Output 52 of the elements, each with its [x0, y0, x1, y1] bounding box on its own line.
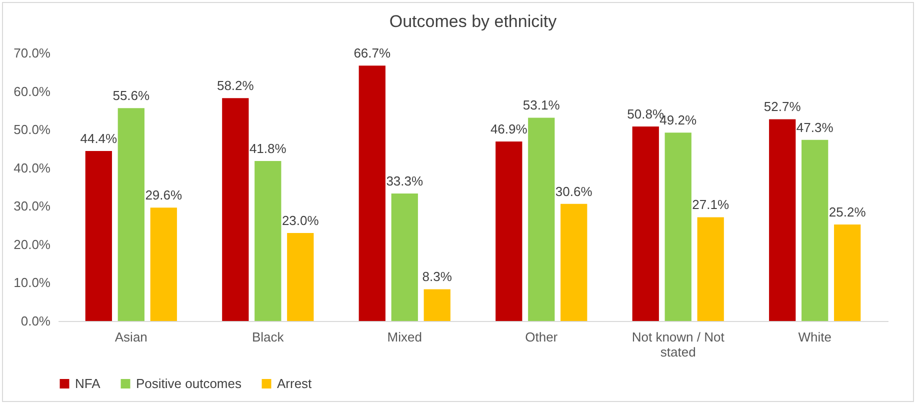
chart-title: Outcomes by ethnicity: [389, 12, 558, 31]
bar: [560, 204, 588, 321]
bar: [85, 151, 112, 321]
data-label: 47.3%: [796, 120, 834, 135]
data-label: 30.6%: [555, 184, 593, 199]
data-label: 8.3%: [422, 269, 452, 284]
data-label: 29.6%: [145, 188, 183, 203]
y-tick-label: 50.0%: [14, 122, 51, 138]
bar: [697, 217, 724, 321]
bar: [391, 194, 418, 321]
bar: [222, 98, 249, 321]
bar: [802, 140, 828, 321]
bar: [496, 141, 522, 321]
bar: [632, 126, 659, 321]
bar: [664, 132, 692, 321]
y-tick-label: 10.0%: [14, 275, 51, 290]
bar: [834, 224, 861, 321]
bar: [358, 66, 386, 321]
data-label: 44.4%: [80, 131, 118, 146]
bar: [150, 208, 177, 321]
y-tick-label: 30.0%: [14, 198, 51, 214]
data-label: 25.2%: [828, 204, 866, 220]
y-tick-label: 60.0%: [14, 84, 51, 99]
y-tick-label: 20.0%: [14, 236, 51, 252]
x-tick-label: White: [798, 330, 832, 344]
x-tick-label: Asian: [114, 330, 148, 344]
data-label: 41.8%: [249, 140, 287, 156]
data-label: 52.7%: [764, 99, 802, 114]
y-tick-label: 70.0%: [14, 46, 51, 60]
data-label: 33.3%: [386, 174, 424, 189]
data-label: 58.2%: [216, 78, 254, 94]
legend-label: Arrest: [277, 376, 312, 391]
y-tick-label: 40.0%: [14, 160, 51, 176]
legend-label: NFA: [75, 376, 101, 391]
bar: [769, 119, 796, 321]
bar: [254, 160, 282, 321]
data-label: 46.9%: [490, 121, 528, 136]
x-tick-label: Not known / Not stated: [632, 330, 725, 360]
bar: [424, 289, 450, 321]
bar: [118, 108, 144, 321]
data-label: 66.7%: [354, 46, 392, 61]
legend-label: Positive outcomes: [136, 376, 242, 391]
x-tick-label: Mixed: [387, 330, 422, 344]
data-label: 55.6%: [112, 88, 150, 104]
x-tick-label: Black: [252, 330, 284, 344]
bar: [528, 118, 555, 321]
y-tick-label: 0.0%: [20, 314, 51, 328]
data-label: 23.0%: [282, 212, 320, 228]
data-label: 53.1%: [522, 98, 560, 113]
data-label: 27.1%: [692, 197, 730, 212]
x-tick-label: Other: [525, 330, 558, 344]
bar: [287, 232, 314, 321]
